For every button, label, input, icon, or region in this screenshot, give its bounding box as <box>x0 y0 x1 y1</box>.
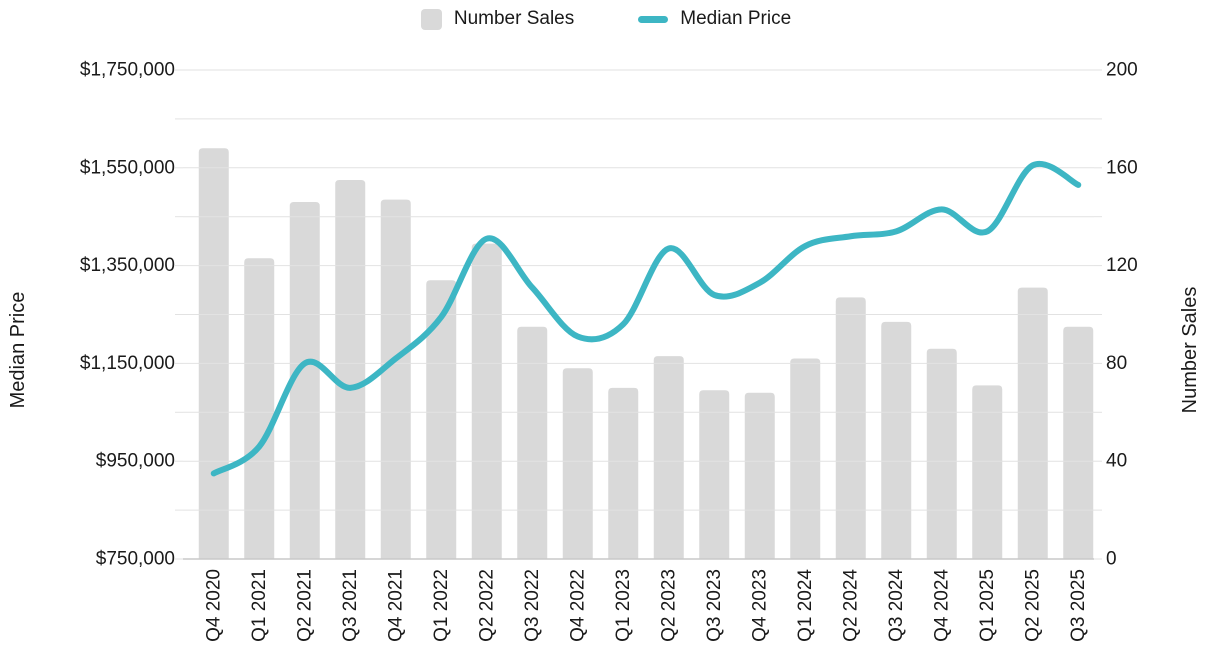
x-axis-label-q1-2022: Q1 2022 <box>431 569 452 642</box>
line-series-group <box>210 160 1082 477</box>
bar-q4-2021 <box>380 199 411 559</box>
bar-q3-2023 <box>699 390 730 559</box>
x-axis-label-q4-2020: Q4 2020 <box>203 569 224 642</box>
bar-q2-2024 <box>835 297 866 559</box>
right-axis-tick-label: 120 <box>1106 255 1138 276</box>
legend-item-median-price[interactable]: Median Price <box>638 8 791 30</box>
bar-q4-2022 <box>562 368 593 559</box>
bar-q4-2024 <box>926 348 957 559</box>
bar-q3-2021 <box>335 180 366 559</box>
bar-q1-2023 <box>608 387 639 559</box>
x-axis-label-q2-2022: Q2 2022 <box>476 569 497 642</box>
bars-group <box>198 148 1094 560</box>
x-axis-label-q3-2025: Q3 2025 <box>1068 569 1089 642</box>
x-axis-label-q2-2021: Q2 2021 <box>294 569 315 642</box>
bar-q2-2021 <box>289 202 320 559</box>
x-axis-label-q4-2021: Q4 2021 <box>385 569 406 642</box>
left-axis-tick-label: $750,000 <box>96 549 175 570</box>
right-axis-tick-label: 200 <box>1106 60 1138 81</box>
bar-q4-2020 <box>198 148 229 560</box>
bar-series-swatch-icon <box>420 8 442 30</box>
legend-label-median-price: Median Price <box>680 8 792 29</box>
axis-ticks-group <box>175 69 1102 560</box>
bar-q2-2022 <box>471 243 502 559</box>
x-axis-label-q2-2023: Q2 2023 <box>658 569 679 642</box>
x-axis-label-q4-2022: Q4 2022 <box>567 569 588 642</box>
x-axis-label-q4-2023: Q4 2023 <box>749 569 770 642</box>
bar-q1-2024 <box>790 358 821 559</box>
x-axis-label-q2-2024: Q2 2024 <box>840 569 861 642</box>
bar-q3-2025 <box>1063 326 1094 559</box>
bar-q3-2024 <box>881 321 912 559</box>
x-axis-label-q1-2021: Q1 2021 <box>249 569 270 642</box>
left-axis-tick-label: $1,150,000 <box>80 353 175 374</box>
right-axis-tick-label: 40 <box>1106 451 1127 472</box>
chart-legend: Number Sales Median Price <box>0 8 1212 30</box>
gridlines-group <box>183 69 1094 560</box>
median-price-line <box>210 160 1082 477</box>
legend-label-number-sales: Number Sales <box>453 8 575 29</box>
x-axis-label-q1-2025: Q1 2025 <box>977 569 998 642</box>
x-axis-label-q3-2021: Q3 2021 <box>340 569 361 642</box>
bar-q1-2022 <box>426 280 457 559</box>
bar-q2-2023 <box>653 356 684 559</box>
left-axis-tick-label: $1,550,000 <box>80 157 175 178</box>
left-axis-title: Median Price <box>7 292 29 409</box>
x-axis-label-q4-2024: Q4 2024 <box>931 569 952 642</box>
x-axis-label-q1-2024: Q1 2024 <box>795 569 816 642</box>
bar-q2-2025 <box>1017 287 1048 559</box>
left-axis-tick-label: $1,350,000 <box>80 255 175 276</box>
right-axis-title: Number Sales <box>1179 287 1201 414</box>
x-axis-label-q3-2023: Q3 2023 <box>704 569 725 642</box>
right-axis-tick-label: 0 <box>1106 549 1117 570</box>
bar-q1-2021 <box>244 258 275 559</box>
right-axis-tick-label: 80 <box>1106 353 1127 374</box>
x-axis-label-q3-2022: Q3 2022 <box>522 569 543 642</box>
legend-item-number-sales[interactable]: Number Sales <box>420 8 575 30</box>
axis-labels-group: $1,750,000 $1,550,000 $1,350,000 $1,150,000… <box>80 60 1138 642</box>
bar-q4-2023 <box>744 392 775 559</box>
bar-q3-2022 <box>517 326 548 559</box>
x-axis-label-q3-2024: Q3 2024 <box>886 569 907 642</box>
left-axis-tick-label: $1,750,000 <box>80 60 175 81</box>
x-axis-label-q2-2025: Q2 2025 <box>1022 569 1043 642</box>
left-axis-tick-label: $950,000 <box>96 451 175 472</box>
right-axis-tick-label: 160 <box>1106 157 1138 178</box>
line-series-swatch-icon <box>638 15 669 23</box>
x-axis-label-q1-2023: Q1 2023 <box>613 569 634 642</box>
bar-q1-2025 <box>972 385 1003 559</box>
